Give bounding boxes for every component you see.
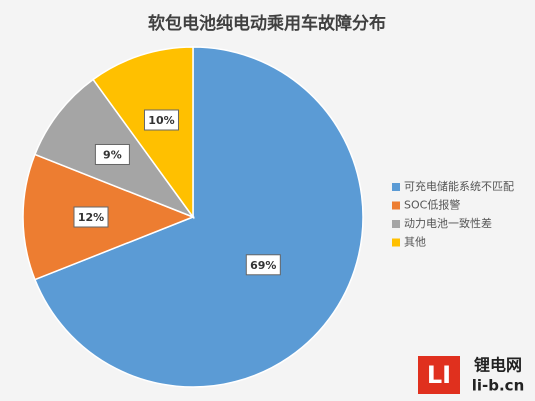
watermark-logo-box — [418, 356, 460, 394]
data-label: 10% — [148, 114, 174, 127]
legend-label: SOC低报警 — [404, 198, 460, 212]
legend-swatch — [392, 238, 400, 247]
watermark-logo: LI — [427, 361, 451, 389]
legend-label: 动力电池一致性差 — [404, 216, 492, 230]
legend-label: 其他 — [404, 236, 426, 249]
watermark: LI 锂电网 li-b.cn — [418, 356, 524, 395]
watermark-url: li-b.cn — [472, 377, 525, 395]
pie-slice — [33, 46, 364, 388]
legend-swatch — [392, 220, 400, 228]
data-label: 69% — [250, 259, 276, 272]
pie-slice — [92, 46, 194, 220]
legend-swatch — [392, 201, 400, 210]
label-box — [73, 206, 109, 228]
data-label: 12% — [78, 211, 104, 224]
legend-swatch — [392, 183, 400, 191]
label-box — [245, 254, 281, 276]
label-box — [94, 143, 130, 165]
chart-title: 软包电池纯电动乘用车故障分布 — [148, 13, 386, 34]
legend-label: 可充电储能系统不匹配 — [404, 179, 514, 193]
label-box — [143, 109, 179, 131]
data-label: 9% — [103, 148, 122, 161]
watermark-name: 锂电网 — [474, 356, 522, 375]
